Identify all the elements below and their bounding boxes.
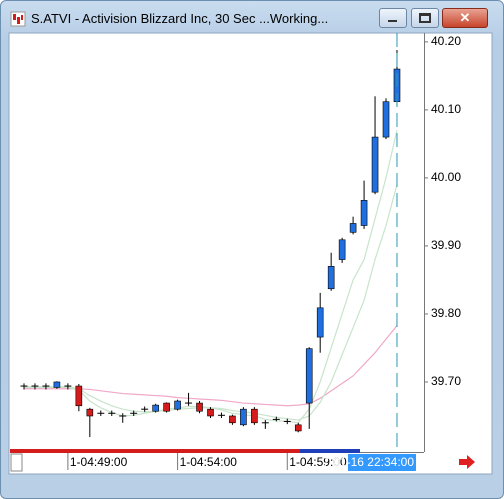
minimize-button[interactable]	[379, 8, 407, 28]
candle-body	[196, 402, 203, 412]
candle-body	[349, 223, 357, 233]
candle-body	[305, 348, 313, 404]
y-tick-label: 40.00	[431, 170, 461, 184]
close-button[interactable]: ✕	[442, 8, 488, 28]
candle-body	[251, 408, 258, 424]
window-title: S.ATVI - Activision Blizzard Inc, 30 Sec…	[31, 11, 329, 26]
candle-body	[294, 424, 302, 432]
y-tick-label: 39.90	[431, 238, 461, 252]
candle-body	[240, 408, 247, 426]
candle-body	[86, 408, 94, 417]
candle-body	[382, 101, 390, 138]
x-tick-label: 1-04:54:00	[180, 455, 238, 469]
cursor-label: 7-01-16 22:34:00	[323, 455, 415, 469]
y-tick-label: 40.10	[431, 102, 461, 116]
scroll-arrow[interactable]	[459, 455, 475, 469]
app-icon	[10, 11, 26, 27]
cursor-label-box	[348, 454, 416, 471]
session-bar	[300, 449, 360, 453]
x-tick-label: 1-04:59:00	[289, 455, 347, 469]
candle-body	[75, 385, 83, 407]
y-tick-label: 39.80	[431, 306, 461, 320]
candle-body	[316, 307, 324, 338]
candle-body	[207, 408, 214, 417]
candle-body	[327, 266, 335, 290]
scroll-box[interactable]	[10, 453, 23, 472]
candle-body	[229, 415, 236, 424]
candle-body	[371, 136, 379, 193]
session-bar	[10, 449, 300, 453]
maximize-button[interactable]	[411, 8, 439, 28]
candle-body	[163, 402, 170, 412]
candle-body	[338, 239, 346, 260]
y-tick-label: 39.70	[431, 374, 461, 388]
candle-body	[53, 381, 61, 388]
candle-body	[360, 200, 368, 226]
x-tick-label: 1-04:49:00	[70, 455, 128, 469]
candle-body	[174, 400, 181, 410]
y-tick-label: 40.20	[431, 34, 461, 48]
moving-average	[24, 325, 398, 407]
chart-area	[8, 32, 493, 475]
candle-body	[152, 404, 159, 412]
